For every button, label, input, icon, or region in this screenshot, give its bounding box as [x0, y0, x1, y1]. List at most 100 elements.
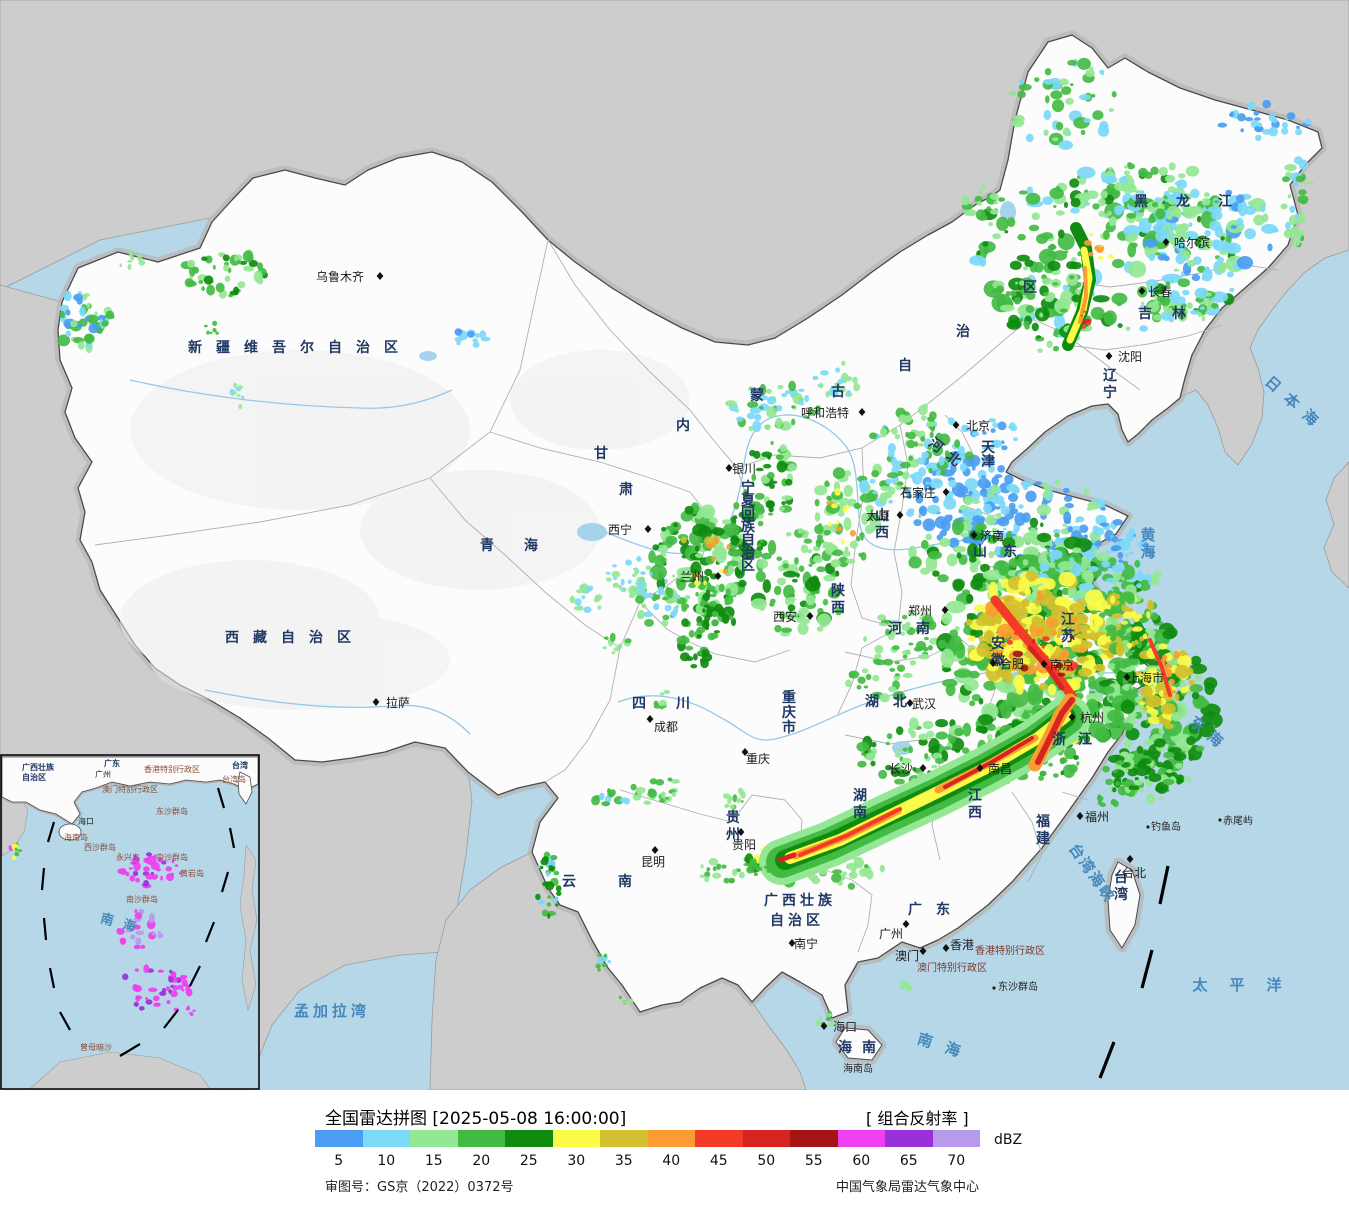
- radar-echo-dot: [1155, 785, 1164, 793]
- radar-echo-dot: [1075, 516, 1085, 523]
- radar-echo-dot: [971, 431, 980, 437]
- radar-echo-dot: [1139, 636, 1145, 642]
- radar-echo-dot: [1236, 217, 1244, 227]
- radar-echo-dot: [754, 413, 762, 421]
- radar-echo-dot: [974, 526, 985, 533]
- radar-echo-dot: [861, 512, 869, 526]
- radar-echo-cluster: [535, 851, 562, 919]
- radar-echo-dot: [631, 573, 637, 578]
- radar-echo-dot: [912, 767, 917, 772]
- radar-echo-dot: [885, 478, 893, 485]
- radar-echo-dot: [1112, 787, 1117, 793]
- radar-echo-dot: [1152, 202, 1159, 208]
- radar-echo-dot: [1113, 581, 1118, 587]
- radar-echo-dot: [1177, 654, 1192, 668]
- radar-echo-dot: [1066, 261, 1077, 270]
- radar-echo-dot: [902, 614, 908, 620]
- radar-echo-dot: [166, 873, 174, 882]
- radar-echo-dot: [1298, 159, 1309, 170]
- boundary-dash: [1158, 865, 1170, 905]
- radar-echo-dot: [1237, 199, 1248, 217]
- radar-echo-dot: [896, 479, 900, 483]
- radar-echo-dot: [612, 564, 617, 568]
- radar-echo-dot: [761, 451, 773, 458]
- radar-echo-dot: [1141, 671, 1155, 682]
- radar-echo-dot: [887, 450, 895, 458]
- radar-echo-dot: [924, 636, 929, 641]
- radar-echo-dot: [927, 645, 933, 651]
- radar-echo-dot: [1059, 78, 1069, 86]
- radar-echo-dot: [86, 302, 91, 309]
- radar-echo-dot: [1211, 302, 1219, 309]
- city-diamond-icon: [858, 408, 866, 416]
- city-label: 西宁: [608, 522, 632, 537]
- city-label: 南昌: [988, 761, 1012, 776]
- boundary-dash: [220, 871, 230, 893]
- radar-echo-dot: [731, 868, 738, 877]
- radar-echo-dot: [861, 668, 869, 674]
- radar-echo-dot: [140, 944, 146, 949]
- radar-echo-dot: [800, 544, 809, 554]
- map-label-icity: 海口: [78, 816, 94, 826]
- radar-echo-dot: [766, 388, 772, 395]
- radar-echo-dot: [921, 451, 929, 459]
- radar-echo-dot: [700, 508, 712, 519]
- radar-echo-dot: [1025, 291, 1036, 301]
- radar-echo-dot: [878, 769, 888, 779]
- radar-echo-dot: [1092, 110, 1104, 121]
- radar-echo-cluster: [899, 980, 913, 992]
- radar-echo-dot: [952, 545, 967, 553]
- city-diamond-icon: [919, 764, 927, 772]
- radar-echo-dot: [908, 746, 913, 754]
- radar-echo-dot: [1194, 287, 1209, 299]
- radar-echo-dot: [742, 489, 749, 498]
- radar-echo-dot: [894, 673, 900, 677]
- radar-echo-dot: [170, 990, 178, 998]
- radar-echo-dot: [978, 188, 983, 195]
- radar-echo-dot: [724, 595, 734, 605]
- radar-echo-dot: [239, 260, 247, 265]
- radar-echo-dot: [1127, 162, 1132, 167]
- city-marker: 兰州: [680, 570, 722, 584]
- radar-echo-dot: [1128, 658, 1140, 666]
- radar-echo-dot: [962, 589, 971, 595]
- radar-echo-dot: [785, 478, 793, 486]
- radar-echo-dot: [1157, 253, 1168, 261]
- radar-echo-dot: [1147, 716, 1161, 725]
- radar-echo-dot: [145, 855, 157, 865]
- radar-echo-dot: [802, 618, 810, 624]
- radar-echo-dot: [970, 628, 984, 638]
- map-label-prov: 山东: [973, 543, 1033, 560]
- radar-echo-dot: [640, 571, 646, 575]
- radar-echo-dot: [826, 542, 834, 548]
- radar-echo-dot: [792, 578, 798, 583]
- radar-echo-dot: [215, 282, 225, 293]
- radar-echo-dot: [753, 872, 759, 877]
- radar-echo-dot: [820, 370, 829, 376]
- city-marker: 成都: [646, 715, 678, 734]
- radar-echo-cluster: [619, 995, 634, 1006]
- radar-echo-dot: [879, 693, 890, 703]
- radar-echo-dot: [1105, 577, 1116, 584]
- radar-echo-dot: [1086, 190, 1099, 200]
- legend-scale-value: 30: [567, 1153, 586, 1169]
- radar-echo-dot: [791, 405, 796, 409]
- city-label: 太原: [866, 508, 890, 523]
- city-label: 济南: [980, 528, 1004, 543]
- map-label-prov: 宁夏回族自治区: [741, 479, 756, 574]
- radar-echo-dot: [1126, 212, 1137, 219]
- radar-echo-dot: [704, 568, 713, 577]
- city-label: 呼和浩特: [801, 405, 849, 420]
- radar-echo-dot: [845, 558, 856, 564]
- radar-echo-dot: [782, 563, 789, 569]
- map-label-iisl: 西沙群岛: [84, 842, 116, 852]
- legend-cell: 5: [315, 1130, 363, 1169]
- radar-echo-dot: [1055, 662, 1064, 669]
- radar-echo-dot: [991, 527, 998, 534]
- radar-echo-cluster: [203, 320, 219, 335]
- radar-echo-dot: [145, 997, 149, 1000]
- city-label: 南宁: [794, 936, 818, 951]
- radar-echo-dot: [1285, 221, 1291, 231]
- radar-echo-dot: [896, 664, 906, 672]
- radar-echo-dot: [1188, 723, 1200, 735]
